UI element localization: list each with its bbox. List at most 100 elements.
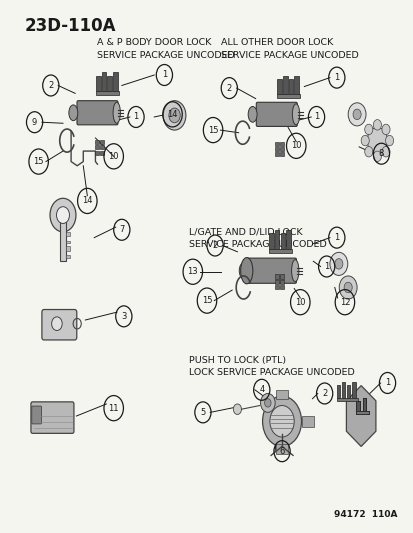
Text: A & P BODY DOOR LOCK
SERVICE PACKAGE UNCODED: A & P BODY DOOR LOCK SERVICE PACKAGE UNC… xyxy=(97,38,235,60)
Bar xyxy=(95,140,98,144)
Circle shape xyxy=(334,259,342,269)
Bar xyxy=(280,142,284,146)
Circle shape xyxy=(338,276,356,299)
Circle shape xyxy=(381,124,389,135)
Text: 1: 1 xyxy=(133,112,138,122)
Circle shape xyxy=(264,399,271,407)
Ellipse shape xyxy=(292,104,299,125)
Text: 1: 1 xyxy=(333,233,339,242)
Circle shape xyxy=(381,147,389,157)
Circle shape xyxy=(233,404,241,415)
Bar xyxy=(274,285,278,289)
Bar xyxy=(362,398,365,411)
Text: 13: 13 xyxy=(187,267,198,276)
Bar xyxy=(282,76,287,94)
Text: 2: 2 xyxy=(226,84,231,93)
Bar xyxy=(274,280,278,284)
FancyBboxPatch shape xyxy=(31,402,74,433)
Bar xyxy=(100,150,104,155)
FancyBboxPatch shape xyxy=(256,102,297,126)
Bar xyxy=(95,150,98,155)
Circle shape xyxy=(163,101,185,130)
Text: 6: 6 xyxy=(279,447,284,456)
Circle shape xyxy=(169,108,180,123)
Text: 8: 8 xyxy=(378,149,383,158)
Text: 14: 14 xyxy=(167,110,177,119)
Bar xyxy=(356,401,358,411)
Bar xyxy=(66,255,70,258)
Circle shape xyxy=(364,124,372,135)
Text: 94172  110A: 94172 110A xyxy=(333,511,397,519)
Bar xyxy=(277,79,281,94)
Text: 15: 15 xyxy=(33,157,44,166)
Circle shape xyxy=(352,109,360,119)
Circle shape xyxy=(329,252,347,276)
Bar xyxy=(277,94,299,98)
Bar xyxy=(362,398,365,411)
Bar xyxy=(336,398,357,401)
Text: 15: 15 xyxy=(207,126,218,135)
Text: 4: 4 xyxy=(259,385,264,394)
Circle shape xyxy=(269,406,294,437)
Circle shape xyxy=(373,119,380,130)
Bar xyxy=(301,416,313,426)
Circle shape xyxy=(385,135,393,146)
Text: ALL OTHER DOOR LOCK
SERVICE PACKAGE UNCODED: ALL OTHER DOOR LOCK SERVICE PACKAGE UNCO… xyxy=(221,38,358,60)
Bar xyxy=(280,285,284,289)
Bar xyxy=(96,76,100,91)
Bar xyxy=(100,146,104,149)
Bar xyxy=(280,274,284,279)
Bar xyxy=(336,385,339,398)
Text: L/GATE AND D/LID LOCK
SERVICE PACKAGE UNCODED: L/GATE AND D/LID LOCK SERVICE PACKAGE UN… xyxy=(188,227,326,249)
Text: 2: 2 xyxy=(48,81,53,90)
Bar xyxy=(356,401,358,411)
Text: 1: 1 xyxy=(384,378,389,387)
Circle shape xyxy=(343,282,351,293)
Text: 2: 2 xyxy=(321,389,327,398)
Bar xyxy=(356,411,368,415)
Bar xyxy=(95,146,98,149)
Bar xyxy=(274,230,279,249)
Ellipse shape xyxy=(291,260,298,282)
Text: 7: 7 xyxy=(119,225,124,235)
Bar xyxy=(280,152,284,156)
Bar xyxy=(268,249,291,253)
Bar xyxy=(356,411,368,415)
Bar xyxy=(113,72,117,91)
Bar xyxy=(294,76,298,94)
Circle shape xyxy=(360,135,368,146)
Text: 2: 2 xyxy=(212,241,217,250)
Polygon shape xyxy=(346,385,375,447)
Bar xyxy=(341,382,344,398)
Text: 1: 1 xyxy=(313,112,318,122)
Text: 12: 12 xyxy=(339,297,349,306)
FancyBboxPatch shape xyxy=(77,101,118,125)
Bar xyxy=(362,398,365,411)
Circle shape xyxy=(347,103,365,126)
Circle shape xyxy=(56,207,69,223)
Text: 1: 1 xyxy=(333,73,339,82)
Circle shape xyxy=(262,396,301,447)
Text: 9: 9 xyxy=(32,118,37,127)
Text: 23D-110A: 23D-110A xyxy=(24,17,116,35)
Text: 10: 10 xyxy=(290,141,301,150)
Bar xyxy=(274,274,278,279)
Bar xyxy=(66,232,70,236)
Text: 5: 5 xyxy=(200,408,205,417)
Text: 1: 1 xyxy=(323,262,328,271)
Text: 15: 15 xyxy=(201,296,212,305)
Ellipse shape xyxy=(247,107,256,122)
Ellipse shape xyxy=(69,105,78,120)
Ellipse shape xyxy=(113,102,120,123)
Bar xyxy=(347,385,349,398)
Text: 3: 3 xyxy=(121,312,126,321)
Bar xyxy=(102,72,106,91)
Bar xyxy=(280,280,284,284)
Bar xyxy=(268,233,273,249)
Circle shape xyxy=(373,151,380,161)
Bar xyxy=(356,411,368,415)
Text: 1: 1 xyxy=(161,70,166,79)
FancyBboxPatch shape xyxy=(32,406,41,424)
Bar xyxy=(59,214,66,261)
Bar xyxy=(274,152,278,156)
